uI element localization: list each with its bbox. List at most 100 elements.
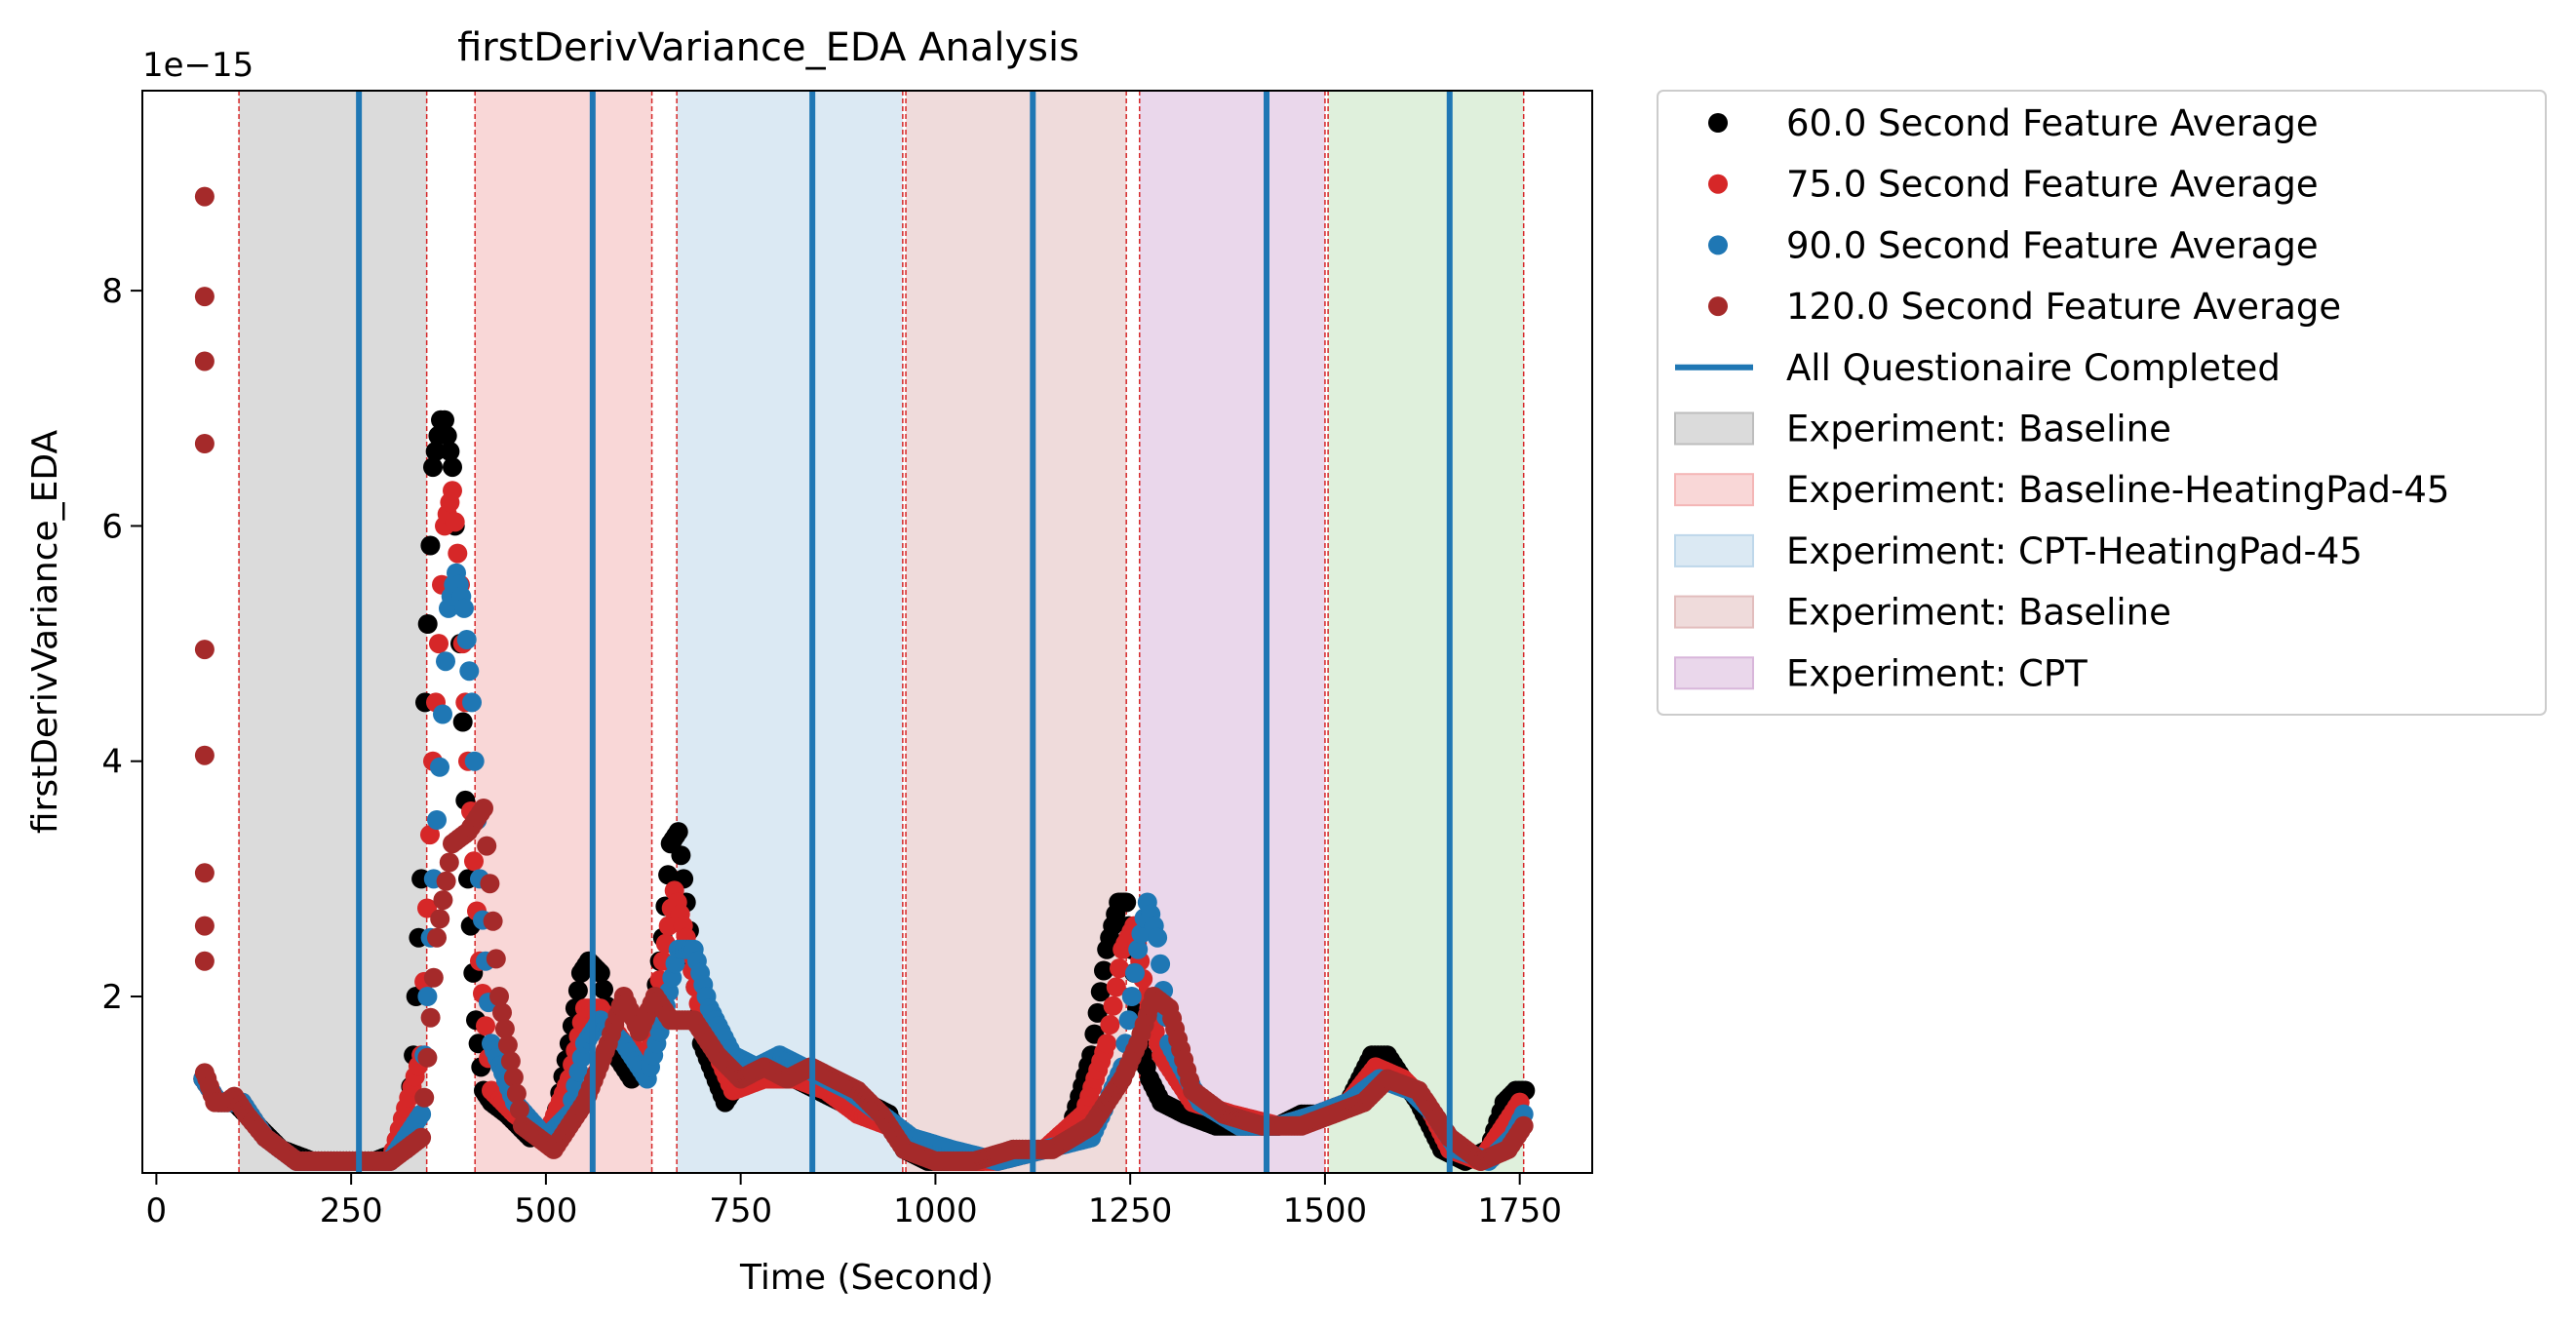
- data-point: [1118, 1010, 1139, 1031]
- y-tick-label: 6: [101, 507, 123, 546]
- data-point: [194, 951, 215, 971]
- data-point: [1097, 1034, 1117, 1054]
- data-point: [671, 845, 691, 866]
- data-point: [464, 851, 484, 872]
- data-point: [420, 535, 441, 556]
- data-point: [489, 987, 509, 1006]
- data-point: [443, 481, 462, 501]
- legend-label: Experiment: CPT-HeatingPad-45: [1786, 530, 2362, 572]
- experiment-span-5: [1328, 91, 1524, 1173]
- data-point: [1151, 954, 1171, 974]
- data-point: [417, 987, 438, 1006]
- data-point: [425, 442, 446, 461]
- data-point: [420, 1007, 441, 1028]
- y-axis-ticks: 2 4 6 8: [101, 272, 142, 1017]
- data-point: [483, 911, 503, 931]
- y-tick-label: 4: [101, 743, 123, 782]
- data-point: [420, 825, 440, 845]
- legend-entry-0: 60.0 Second Feature Average: [1708, 102, 2319, 144]
- data-point: [436, 651, 455, 672]
- legend-entry-6: Experiment: Baseline-HeatingPad-45: [1674, 469, 2449, 511]
- data-point: [194, 916, 215, 936]
- plot-frame: [141, 90, 1593, 1174]
- legend-label: Experiment: CPT: [1786, 652, 2088, 694]
- data-point: [658, 865, 679, 885]
- data-point: [1087, 1002, 1108, 1023]
- legend-marker: [1708, 296, 1728, 317]
- legend-entry-7: Experiment: CPT-HeatingPad-45: [1674, 530, 2362, 572]
- data-point: [194, 745, 215, 765]
- data-point: [439, 852, 459, 873]
- data-point: [194, 863, 215, 883]
- data-point: [429, 634, 449, 654]
- data-point: [417, 1047, 438, 1068]
- x-axis-label: Time (Second): [739, 1258, 994, 1298]
- x-tick-label: 1500: [1283, 1191, 1368, 1230]
- data-point: [427, 927, 447, 948]
- legend-entry-8: Experiment: Baseline: [1674, 592, 2171, 634]
- experiment-span-0: [239, 91, 427, 1173]
- data-point: [476, 1016, 495, 1036]
- data-point: [423, 967, 444, 988]
- legend-label: 120.0 Second Feature Average: [1786, 286, 2341, 328]
- data-point: [462, 692, 482, 713]
- legend-patch: [1674, 656, 1754, 690]
- legend-label: All Questionaire Completed: [1786, 347, 2281, 389]
- data-point: [567, 981, 588, 1000]
- x-axis-ticks: 0 250 500 750 1000 1250 1500 1750: [146, 1173, 1562, 1230]
- data-point: [486, 949, 506, 969]
- questionnaire-lines: [356, 91, 1453, 1173]
- data-point: [427, 810, 447, 830]
- data-point: [1110, 958, 1129, 979]
- data-point: [194, 351, 215, 371]
- data-point: [497, 1034, 518, 1055]
- legend-label: 75.0 Second Feature Average: [1786, 164, 2319, 206]
- data-point: [443, 457, 462, 478]
- x-tick-label: 750: [709, 1191, 772, 1230]
- data-point: [440, 442, 460, 461]
- data-point: [459, 661, 480, 682]
- data-point: [494, 1019, 515, 1039]
- data-point: [477, 836, 497, 856]
- data-point: [480, 874, 500, 894]
- data-point: [1116, 892, 1137, 913]
- data-point: [474, 799, 493, 818]
- data-point: [452, 712, 473, 732]
- legend-patch: [1674, 595, 1754, 629]
- legend-label: 60.0 Second Feature Average: [1786, 102, 2319, 144]
- data-point: [411, 1104, 432, 1124]
- legend-marker: [1708, 235, 1728, 255]
- data-point: [433, 704, 452, 724]
- y-offset-label: 1e−15: [142, 46, 254, 85]
- chart-title: firstDerivVariance_EDA Analysis: [457, 25, 1079, 70]
- legend-entry-2: 90.0 Second Feature Average: [1708, 224, 2319, 266]
- series-3: [194, 186, 1534, 1171]
- data-point: [448, 543, 468, 564]
- legend-patch: [1674, 411, 1754, 446]
- data-point: [492, 1002, 512, 1023]
- data-point: [1121, 987, 1142, 1006]
- data-point: [1128, 939, 1149, 959]
- data-point: [454, 598, 474, 618]
- x-tick-label: 0: [146, 1191, 168, 1230]
- data-point: [194, 640, 215, 660]
- data-point: [423, 457, 443, 478]
- legend-patch: [1674, 473, 1754, 507]
- data-point: [1100, 1015, 1120, 1034]
- legend-entry-4: All Questionaire Completed: [1675, 347, 2281, 389]
- data-point: [194, 287, 215, 307]
- legend-label: 90.0 Second Feature Average: [1786, 224, 2319, 266]
- data-point: [414, 1087, 435, 1108]
- x-tick-label: 1250: [1088, 1191, 1173, 1230]
- data-point: [411, 1127, 432, 1148]
- legend-entry-5: Experiment: Baseline: [1674, 409, 2171, 450]
- x-tick-label: 250: [320, 1191, 383, 1230]
- data-point: [437, 425, 457, 446]
- legend-patch: [1674, 533, 1754, 567]
- data-point: [417, 614, 438, 634]
- legend-label: Experiment: Baseline: [1786, 409, 2171, 450]
- legend-label: Experiment: Baseline-HeatingPad-45: [1786, 469, 2449, 511]
- y-tick-label: 2: [101, 978, 123, 1017]
- data-point: [500, 1051, 521, 1072]
- legend-label: Experiment: Baseline: [1786, 592, 2171, 634]
